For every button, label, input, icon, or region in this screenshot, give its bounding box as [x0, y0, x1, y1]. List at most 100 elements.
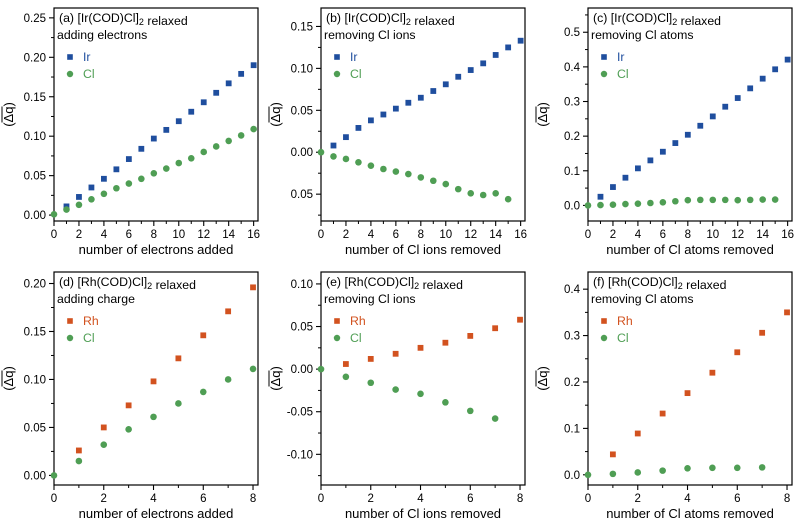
data-point-circle [162, 165, 170, 172]
data-point-square [734, 95, 741, 101]
series-Rh [609, 308, 790, 457]
series-Ir [330, 37, 524, 149]
data-point-square [101, 175, 107, 182]
data-point-square [417, 94, 424, 101]
series-Cl [317, 148, 512, 203]
data-point-square [480, 60, 487, 67]
data-point-square [684, 389, 691, 396]
y-axis: 0.15 0.10 0.05 0.00 0.05 [291, 21, 321, 216]
legend-Rh-label: Rh [350, 314, 366, 328]
data-point-square [125, 156, 132, 162]
y-tick-label: 0.3 [564, 97, 580, 109]
data-point-circle [466, 407, 474, 414]
x-tick-label: 4 [368, 229, 375, 241]
x-tick-label: 0 [318, 229, 324, 241]
data-point-square [380, 111, 387, 118]
panel-b-chart: 0 2 4 6 8 10 12 14 16 0.15 0.10 0.05 0.00 0.05 number … [268, 7, 527, 257]
legend-Cl-label: Cl [617, 331, 629, 345]
panel-a-chart: 0 2 4 6 8 10 12 14 16 0.25 0.20 0.15 0.10 0.05 0.00 num… [1, 7, 260, 257]
data-point-square [368, 117, 374, 124]
series-Cl [50, 365, 257, 479]
panel-e-chart: 0 2 4 6 8 0.10 0.05 0.00 -0.05 -0.10 number of Cl … [268, 270, 526, 521]
x-tick-label: 14 [756, 229, 769, 241]
data-point-circle [634, 468, 642, 476]
data-point-square [405, 99, 412, 106]
x-axis: 0 2 4 6 8 [585, 484, 790, 505]
data-point-circle [317, 148, 325, 156]
x-tick-label: 10 [439, 229, 452, 241]
y-axis-title: (Δq) [268, 366, 283, 391]
x-tick-label: 12 [464, 229, 477, 241]
legend-Cl-label: Cl [83, 67, 95, 81]
data-point-circle [597, 201, 604, 209]
x-tick-label: 10 [172, 229, 185, 241]
y-axis-title-text: (Δq) [535, 366, 550, 391]
data-point-square [138, 145, 145, 152]
x-tick-label: 6 [126, 229, 132, 241]
y-axis: 0.5 0.4 0.3 0.2 0.1 0.0 [564, 14, 588, 212]
x-axis: 0 2 4 6 8 10 12 14 16 [585, 221, 794, 241]
x-axis-title: number of Cl ions removed [345, 506, 501, 521]
data-point-circle [355, 158, 362, 166]
panel-title-line1: (a) [Ir(COD)Cl]2 relaxed [59, 11, 188, 28]
data-point-square [709, 369, 716, 376]
panel-subtitle: removing Cl atoms [591, 292, 694, 306]
data-point-circle [150, 413, 157, 420]
x-tick-label: 2 [343, 229, 349, 241]
series-Cl [50, 125, 257, 218]
x-tick-label: 16 [247, 229, 260, 241]
legend: Ir Cl [66, 50, 95, 81]
y-tick-label: 0.25 [24, 13, 46, 25]
data-point-square [367, 355, 374, 362]
data-point-circle [709, 464, 716, 471]
data-point-square [734, 348, 741, 355]
y-tick-label: -0.10 [287, 449, 313, 461]
y-tick-label: 0.4 [564, 284, 581, 296]
data-point-square [175, 118, 182, 125]
x-tick-label: 16 [514, 229, 527, 241]
data-point-square [759, 75, 766, 82]
data-point-circle [734, 196, 742, 204]
x-tick-label: 0 [51, 493, 57, 505]
data-point-circle [342, 372, 350, 380]
data-point-square [75, 447, 82, 453]
legend-Rh-label: Rh [617, 314, 633, 328]
data-point-circle [417, 390, 424, 397]
series-Rh [75, 283, 256, 453]
y-axis-title-text: (Δq) [268, 366, 283, 391]
plot-frame [320, 270, 526, 486]
legend-Rh-marker [601, 317, 607, 324]
data-point-circle [672, 197, 679, 205]
data-point-circle [100, 440, 108, 448]
y-axis: 0.20 0.15 0.10 0.05 0.00 [24, 278, 54, 482]
legend: Rh Cl [66, 314, 99, 345]
data-point-circle [584, 470, 592, 478]
legend: Rh Cl [600, 314, 633, 345]
x-tick-label: 0 [51, 229, 57, 241]
data-point-square [200, 99, 207, 106]
data-point-circle [125, 180, 133, 187]
data-point-square [517, 37, 524, 44]
data-point-circle [659, 198, 667, 206]
legend-Cl-marker [600, 70, 608, 78]
data-point-square [722, 103, 729, 110]
legend-Cl-label: Cl [617, 67, 629, 81]
panel-subtitle: removing Cl ions [324, 28, 416, 42]
panel-d-chart: 0 2 4 6 8 0.20 0.15 0.10 0.05 0.00 number of elect… [1, 270, 259, 521]
panel-title-line1: (b) [Ir(COD)Cl]2 relaxed [326, 11, 455, 28]
data-point-square [772, 66, 779, 73]
x-tick-label: 8 [685, 229, 691, 241]
data-point-square [622, 174, 629, 181]
data-point-square [88, 184, 95, 191]
y-tick-label: 0.20 [24, 278, 46, 290]
data-point-circle [504, 195, 512, 203]
data-point-square [609, 450, 616, 457]
y-tick-label: 0.15 [24, 326, 46, 338]
data-point-circle [405, 170, 412, 178]
legend-Ir-marker [67, 54, 73, 60]
x-tick-label: 2 [368, 493, 374, 505]
y-tick-label: 0.05 [291, 189, 313, 201]
data-point-square [392, 350, 399, 357]
data-point-circle [609, 470, 617, 477]
